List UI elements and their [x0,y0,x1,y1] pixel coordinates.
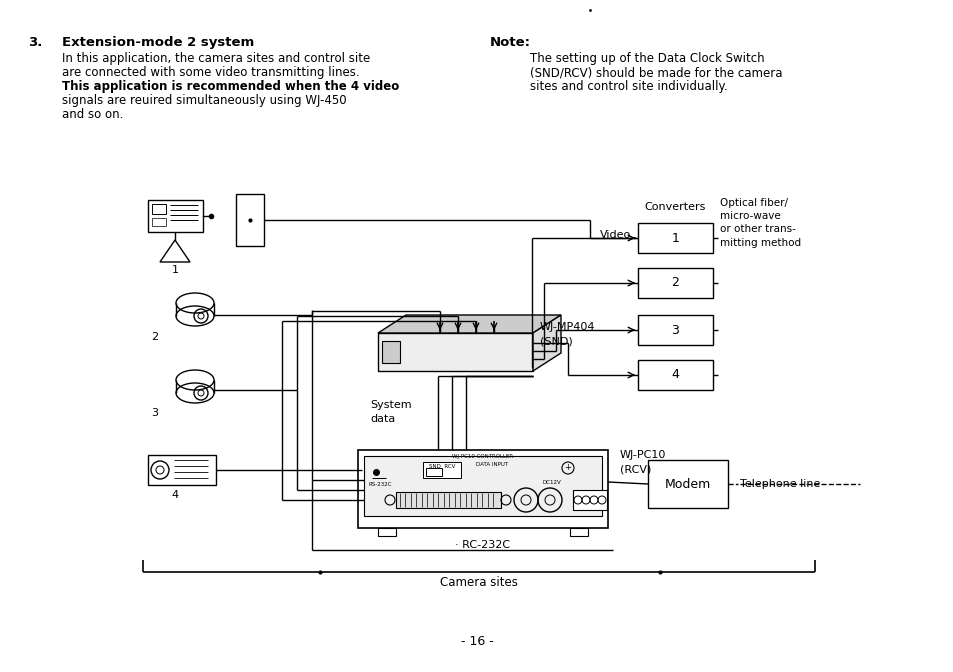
Text: (SND/RCV) should be made for the camera: (SND/RCV) should be made for the camera [530,66,781,79]
Text: and so on.: and so on. [62,108,123,121]
Text: · RC-232C: · RC-232C [455,540,510,550]
Bar [377,528,395,536]
Bar [426,468,441,476]
Bar [569,528,587,536]
Bar [152,204,166,214]
Text: 4: 4 [671,368,679,382]
Polygon shape [377,315,560,333]
Text: Modem: Modem [664,478,710,491]
Text: 3.: 3. [28,36,42,49]
Bar [148,455,215,485]
Text: are connected with some video transmitting lines.: are connected with some video transmitti… [62,66,359,79]
Text: DC12V: DC12V [542,480,561,485]
Text: 2: 2 [152,332,158,342]
Text: 2: 2 [671,276,679,290]
Text: 4: 4 [172,490,178,500]
Text: WJ-PC10 CONTROLLER: WJ-PC10 CONTROLLER [452,454,513,459]
Bar [638,223,712,253]
Text: System
data: System data [370,400,411,424]
Bar [638,360,712,390]
Bar [381,341,399,363]
Text: - 16 -: - 16 - [460,635,493,648]
Text: Camera sites: Camera sites [439,576,517,589]
Polygon shape [533,315,560,371]
Bar [647,460,727,508]
Text: 1: 1 [671,231,679,245]
Text: RS-232C: RS-232C [368,482,392,487]
Bar [377,333,533,371]
Bar [638,268,712,298]
Text: Extension-mode 2 system: Extension-mode 2 system [62,36,254,49]
Text: This application is recommended when the 4 video: This application is recommended when the… [62,80,399,93]
Text: 1: 1 [172,265,178,275]
Text: Telephone line: Telephone line [740,479,820,489]
Bar [395,492,500,508]
Text: DATA INPUT: DATA INPUT [476,462,508,467]
Bar [638,315,712,345]
Bar [152,218,166,226]
Bar [364,456,601,516]
Bar [235,194,264,246]
Text: Video: Video [599,230,631,240]
Bar [573,490,606,510]
Text: WJ-PC10
(RCV): WJ-PC10 (RCV) [619,450,666,474]
Text: signals are reuired simultaneously using WJ-450: signals are reuired simultaneously using… [62,94,346,107]
Text: +: + [564,464,571,472]
Text: Optical fiber/
micro-wave
or other trans-
mitting method: Optical fiber/ micro-wave or other trans… [720,198,801,247]
Text: sites and control site individually.: sites and control site individually. [530,80,727,93]
Text: In this application, the camera sites and control site: In this application, the camera sites an… [62,52,370,65]
Text: WJ-MP404
(SND): WJ-MP404 (SND) [539,322,595,346]
Text: The setting up of the Data Clock Switch: The setting up of the Data Clock Switch [530,52,763,65]
Text: Converters: Converters [644,202,705,212]
Text: 3: 3 [671,323,679,337]
Text: 3: 3 [152,408,158,418]
Bar [357,450,607,528]
Bar [422,462,460,478]
Text: Note:: Note: [490,36,531,49]
Bar [148,200,203,232]
Text: SND  RCV: SND RCV [428,464,455,469]
